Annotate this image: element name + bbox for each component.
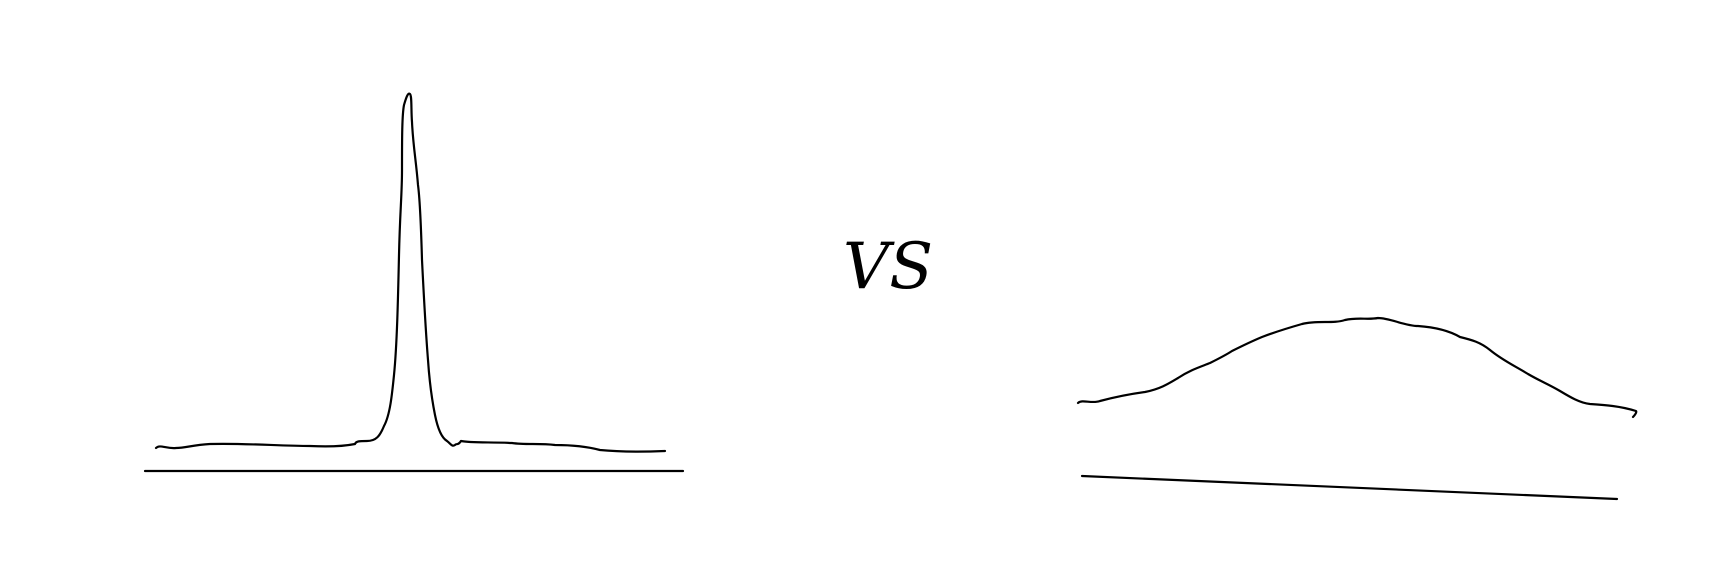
vs-label: VS: [843, 230, 933, 304]
broad-hump-curve: [1076, 316, 1638, 419]
sharp-peak-sketch: [143, 92, 685, 473]
broad-hump-sketch: [1076, 316, 1638, 501]
sharp-peak-curve: [154, 92, 667, 453]
broad-hump-baseline: [1080, 474, 1619, 501]
